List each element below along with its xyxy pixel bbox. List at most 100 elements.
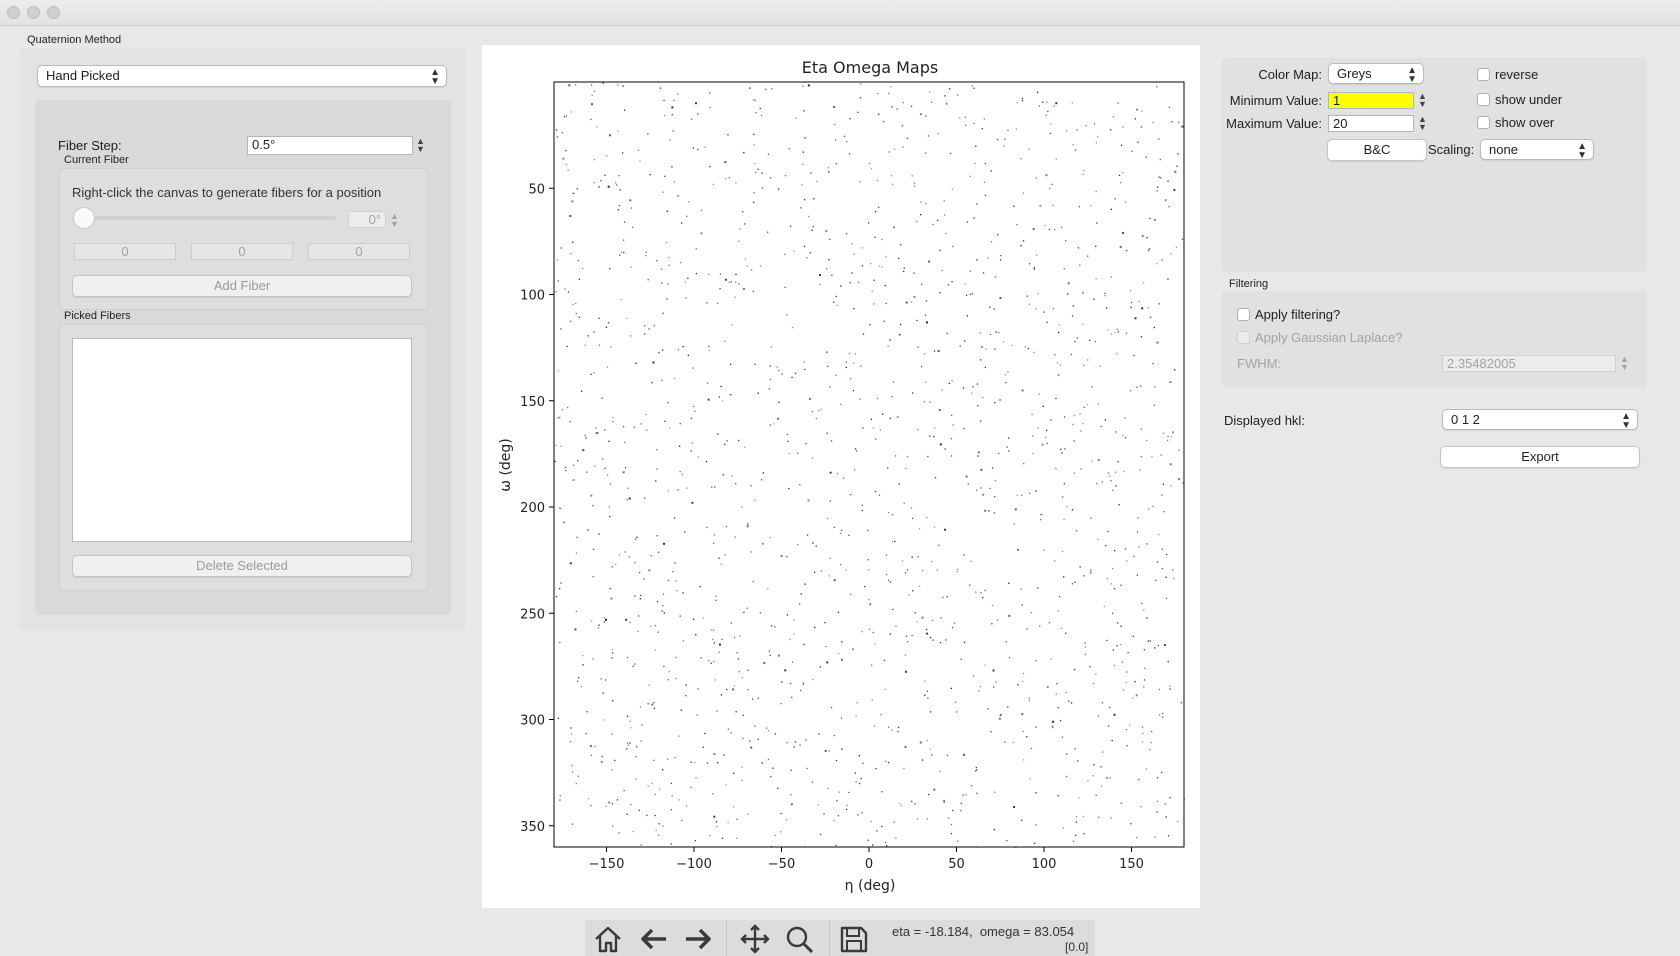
zoom-icon[interactable] (783, 924, 817, 954)
zoom-window-button[interactable] (47, 6, 60, 19)
data-point (1172, 431, 1174, 434)
data-point (884, 841, 887, 844)
data-point (952, 245, 954, 248)
plot-canvas[interactable]: Eta Omega Maps −150 −100 −50 0 50 100 150 50 10… (482, 45, 1200, 908)
data-point (1120, 584, 1122, 586)
displayed-hkl-select[interactable]: 0 1 2 ▲ ▼ (1442, 409, 1638, 431)
data-point (611, 657, 613, 659)
apply-gaussian-laplace-checkbox[interactable] (1237, 331, 1250, 344)
data-point (605, 805, 607, 807)
data-point (727, 822, 729, 824)
data-point (943, 799, 945, 802)
data-point (1008, 656, 1011, 659)
data-point (590, 805, 592, 807)
data-point (980, 591, 982, 594)
fiber-angle-slider-handle[interactable] (73, 207, 95, 229)
picked-fibers-list[interactable] (72, 338, 412, 542)
maximum-value-input[interactable]: 20 (1328, 115, 1414, 132)
brightness-contrast-button[interactable]: B&C (1327, 139, 1427, 161)
data-point (601, 755, 603, 758)
data-point (742, 152, 745, 154)
data-point (1110, 480, 1112, 482)
data-point (973, 122, 975, 124)
x-ticks: −150 −100 −50 0 50 100 150 (589, 847, 1144, 872)
close-window-button[interactable] (7, 6, 20, 19)
back-icon[interactable] (637, 924, 671, 954)
data-point (914, 803, 916, 805)
data-point (622, 85, 624, 87)
data-point (675, 656, 677, 658)
data-point (965, 124, 967, 126)
scaling-select[interactable]: none ▲ ▼ (1480, 139, 1594, 161)
apply-filtering-checkbox[interactable] (1237, 308, 1250, 321)
fiber-angle-input[interactable]: 0° (348, 211, 386, 228)
fwhm-input[interactable]: 2.35482005 (1442, 355, 1616, 372)
minimum-value-spinner[interactable]: ▲ ▼ (1418, 91, 1427, 109)
save-icon[interactable] (837, 924, 871, 954)
data-point (1156, 800, 1158, 803)
color-map-value: Greys (1337, 66, 1372, 81)
data-point (630, 803, 632, 806)
data-point (1017, 684, 1019, 686)
data-point (1030, 747, 1033, 750)
data-point (1021, 680, 1024, 682)
quaternion-method-select[interactable]: Hand Picked ▲ ▼ (37, 65, 447, 87)
data-point (1149, 749, 1151, 751)
data-point (1171, 121, 1173, 123)
data-point (1016, 494, 1018, 497)
data-point (556, 136, 559, 138)
fiber-step-input[interactable]: 0.5° (247, 136, 413, 155)
data-point (569, 562, 572, 565)
data-point (668, 256, 670, 259)
data-point (920, 201, 922, 203)
data-point (598, 533, 600, 535)
data-point (933, 526, 936, 528)
data-point (845, 366, 847, 369)
fiber-coord-y[interactable]: 0 (191, 243, 293, 260)
fiber-step-spinner[interactable]: ▲ ▼ (416, 136, 425, 154)
add-fiber-button[interactable]: Add Fiber (72, 275, 412, 297)
data-point (998, 332, 1000, 334)
data-point (884, 284, 886, 287)
minimum-value-input[interactable]: 1 (1328, 92, 1414, 109)
home-icon[interactable] (591, 924, 625, 954)
data-point (925, 300, 928, 302)
data-point (902, 101, 904, 104)
data-point (617, 84, 619, 86)
fiber-coord-x[interactable]: 0 (74, 243, 176, 260)
reverse-checkbox[interactable] (1477, 68, 1490, 81)
data-point (616, 184, 618, 186)
data-point (721, 638, 723, 640)
data-point (655, 829, 657, 832)
pan-icon[interactable] (738, 924, 772, 954)
data-point (891, 396, 893, 398)
data-point (944, 214, 946, 216)
data-point (1151, 456, 1153, 458)
data-point (1068, 700, 1070, 702)
fiber-angle-spinner[interactable]: ▲ ▼ (390, 211, 399, 229)
data-point (753, 192, 755, 194)
show-over-checkbox[interactable] (1477, 116, 1490, 129)
data-point (1063, 518, 1065, 520)
data-point (1134, 118, 1136, 120)
export-button[interactable]: Export (1440, 446, 1640, 468)
data-point (1021, 494, 1023, 496)
data-point (754, 725, 756, 727)
maximum-value-spinner[interactable]: ▲ ▼ (1418, 114, 1427, 132)
delete-selected-button[interactable]: Delete Selected (72, 555, 412, 577)
data-point (943, 801, 945, 803)
fwhm-spinner[interactable]: ▲ ▼ (1620, 354, 1629, 372)
show-under-checkbox[interactable] (1477, 93, 1490, 106)
data-point (697, 688, 699, 690)
eta-omega-plot[interactable]: Eta Omega Maps −150 −100 −50 0 50 100 150 5010… (482, 45, 1200, 908)
data-point (803, 110, 805, 112)
data-point (747, 523, 749, 525)
forward-icon[interactable] (681, 924, 715, 954)
data-point (912, 392, 914, 394)
fiber-coord-z[interactable]: 0 (308, 243, 410, 260)
data-point (849, 378, 852, 380)
color-map-select[interactable]: Greys ▲ ▼ (1328, 63, 1424, 85)
minimize-window-button[interactable] (27, 6, 40, 19)
data-point (899, 323, 902, 326)
data-point (555, 444, 557, 447)
